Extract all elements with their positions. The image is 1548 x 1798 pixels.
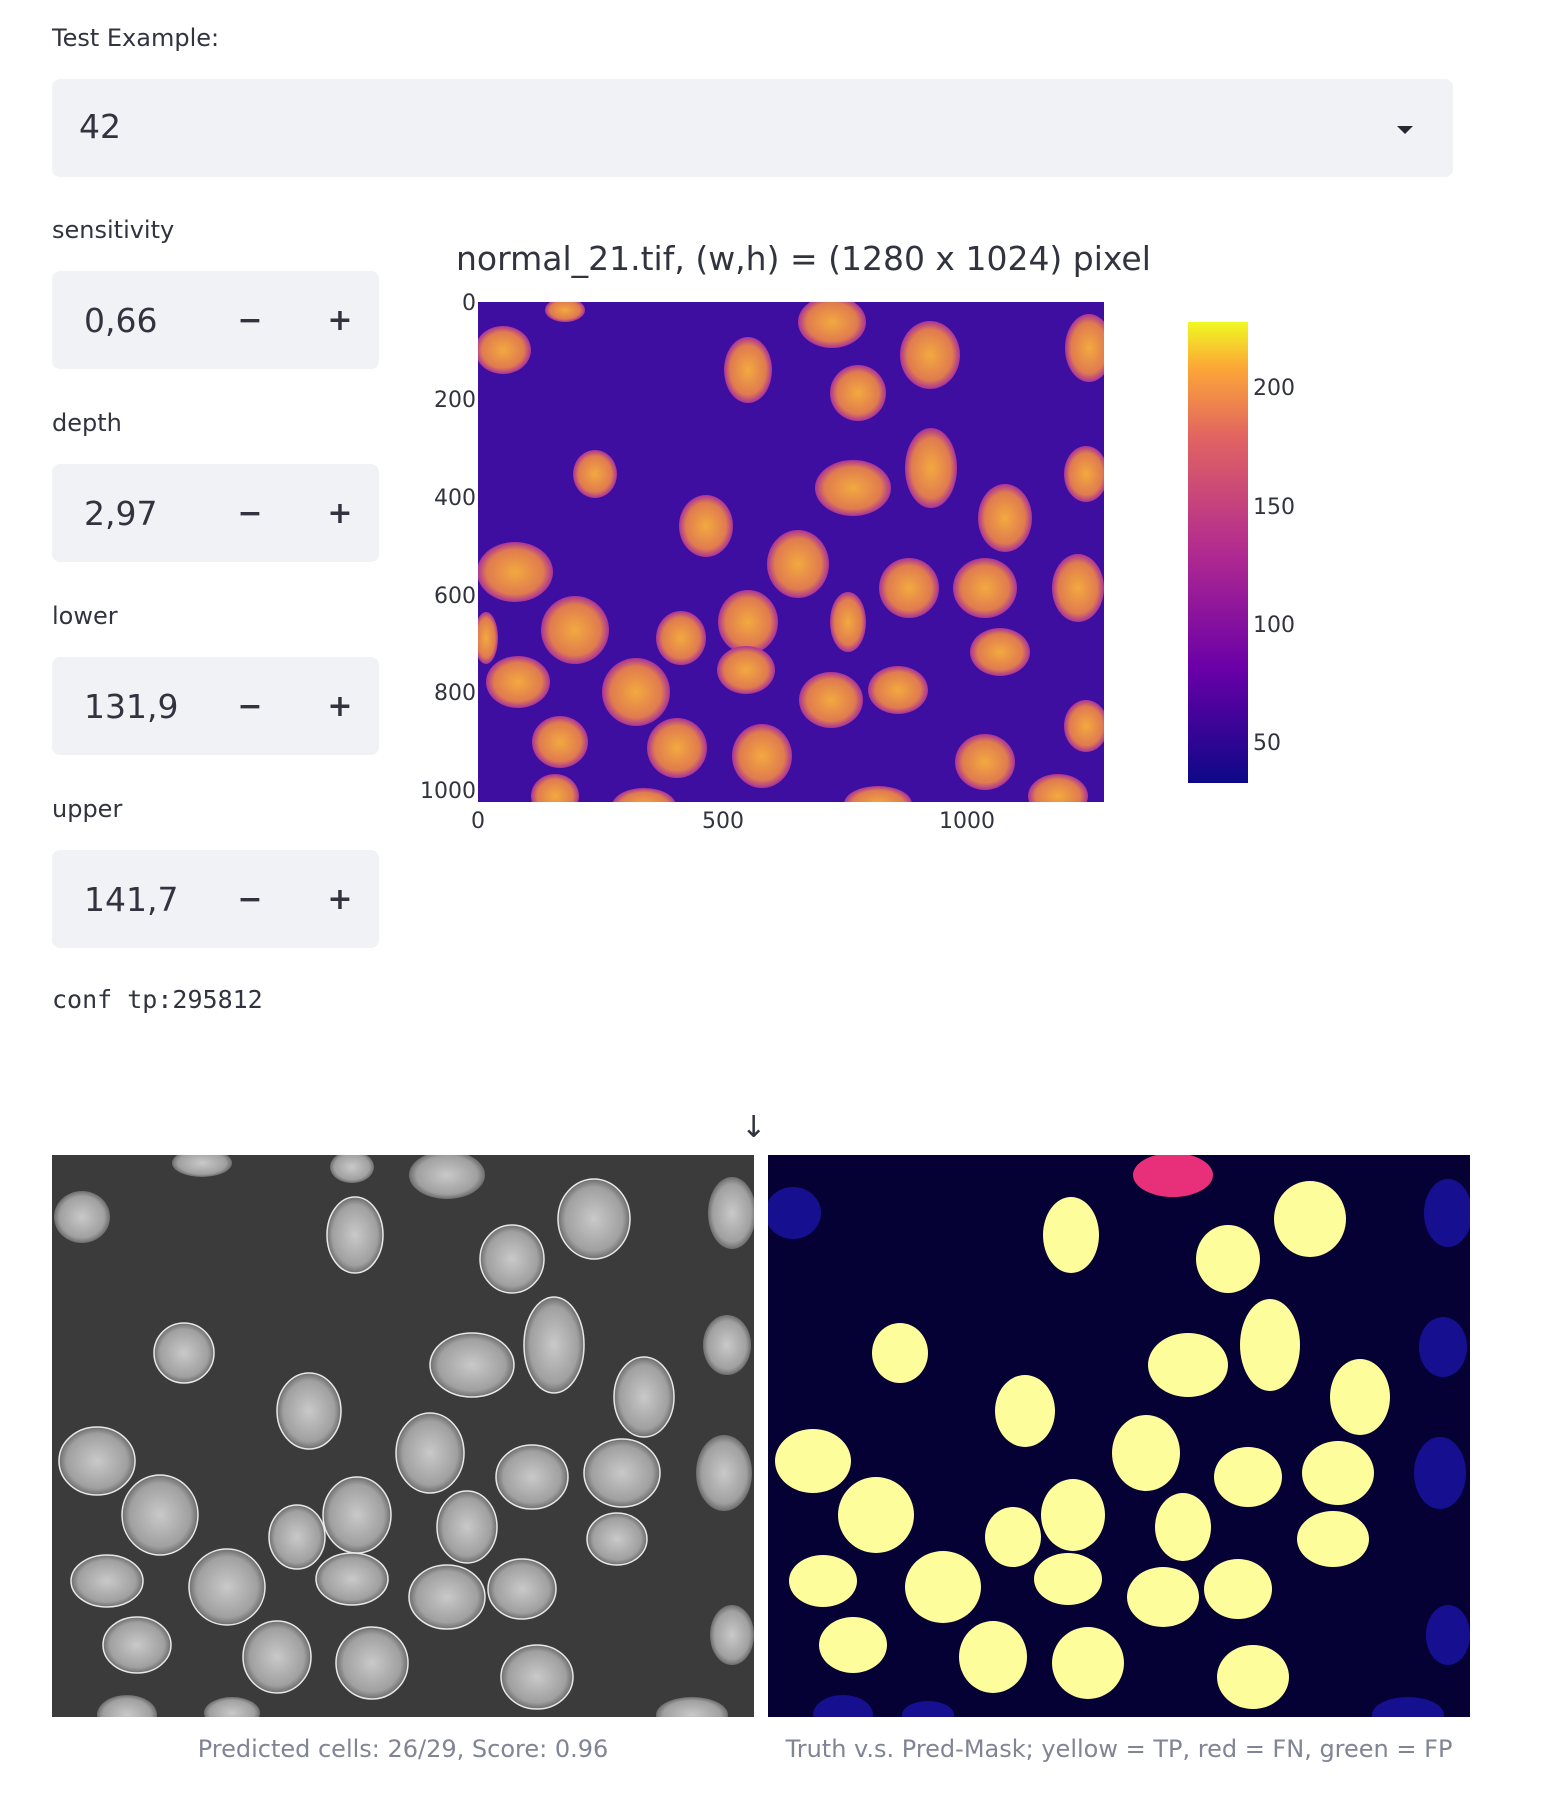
test-example-label: Test Example: — [52, 24, 220, 52]
lower-input[interactable]: 131,9 − + — [52, 657, 379, 755]
test-example-value: 42 — [79, 107, 121, 146]
y-tick-label: 400 — [434, 486, 476, 511]
upper-increment-button[interactable]: + — [327, 881, 353, 917]
lower-value[interactable]: 131,9 — [84, 687, 179, 726]
colorbar-tick-label: 150 — [1253, 495, 1295, 520]
colorbar-axis: 200 150 100 50 — [1253, 376, 1295, 756]
depth-input[interactable]: 2,97 − + — [52, 464, 379, 562]
x-tick-label: 500 — [702, 809, 744, 834]
depth-label: depth — [52, 409, 122, 437]
truth-vs-pred-caption: Truth v.s. Pred-Mask; yellow = TP, red =… — [785, 1735, 1453, 1763]
upper-input[interactable]: 141,7 − + — [52, 850, 379, 948]
lower-decrement-button[interactable]: − — [237, 688, 263, 724]
predicted-cells-caption: Predicted cells: 26/29, Score: 0.96 — [197, 1735, 609, 1763]
sensitivity-input[interactable]: 0,66 − + — [52, 271, 379, 369]
sensitivity-decrement-button[interactable]: − — [237, 302, 263, 338]
sensitivity-increment-button[interactable]: + — [327, 302, 353, 338]
colorbar — [1188, 322, 1248, 783]
depth-increment-button[interactable]: + — [327, 495, 353, 531]
conf-output: conf tp:295812 — [52, 985, 263, 1014]
heatmap-image — [478, 302, 1104, 802]
y-tick-label: 0 — [462, 291, 476, 316]
lower-label: lower — [52, 602, 118, 630]
y-tick-label: 200 — [434, 388, 476, 413]
y-axis: 0 200 400 600 800 1000 — [420, 291, 476, 804]
y-tick-label: 1000 — [420, 779, 476, 804]
upper-decrement-button[interactable]: − — [237, 881, 263, 917]
upper-value[interactable]: 141,7 — [84, 880, 179, 919]
x-tick-label: 1000 — [939, 809, 995, 834]
y-tick-label: 600 — [434, 584, 476, 609]
down-arrow-icon: ↓ — [741, 1110, 767, 1145]
sensitivity-value[interactable]: 0,66 — [84, 301, 158, 340]
depth-decrement-button[interactable]: − — [237, 495, 263, 531]
y-tick-label: 800 — [434, 681, 476, 706]
false-negative-region — [1133, 1155, 1213, 1197]
lower-increment-button[interactable]: + — [327, 688, 353, 724]
predicted-cells-image — [52, 1155, 754, 1717]
chevron-down-icon — [1397, 126, 1413, 134]
truth-vs-pred-mask-image — [768, 1155, 1470, 1717]
test-example-select[interactable]: 42 — [52, 79, 1453, 177]
image-plot[interactable]: normal_21.tif, (w,h) = (1280 x 1024) pix… — [400, 230, 1340, 840]
depth-value[interactable]: 2,97 — [84, 494, 158, 533]
plot-title: normal_21.tif, (w,h) = (1280 x 1024) pix… — [456, 239, 1151, 278]
upper-label: upper — [52, 795, 123, 823]
colorbar-tick-label: 100 — [1253, 613, 1295, 638]
sensitivity-label: sensitivity — [52, 216, 175, 244]
colorbar-tick-label: 50 — [1253, 731, 1281, 756]
x-axis: 0 500 1000 — [471, 809, 995, 834]
colorbar-tick-label: 200 — [1253, 376, 1295, 401]
x-tick-label: 0 — [471, 809, 485, 834]
